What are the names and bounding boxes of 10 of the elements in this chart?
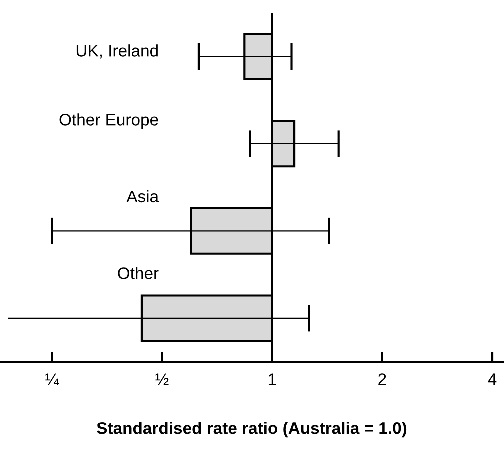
x-tick-label: ¼	[46, 374, 60, 386]
y-tick-label: UK, Ireland	[76, 44, 158, 59]
y-tick-label: Other	[118, 267, 159, 280]
y-tick-label: Asia	[126, 190, 160, 203]
y-tick-label: Other Europe	[60, 114, 158, 130]
x-tick-label: ½	[156, 374, 169, 386]
x-tick-label: 1	[268, 374, 276, 386]
x-tick-label: 2	[378, 374, 386, 386]
x-tick-label: 4	[488, 374, 497, 386]
x-axis-title: Standardised rate ratio (Australia = 1.0)	[97, 422, 407, 438]
